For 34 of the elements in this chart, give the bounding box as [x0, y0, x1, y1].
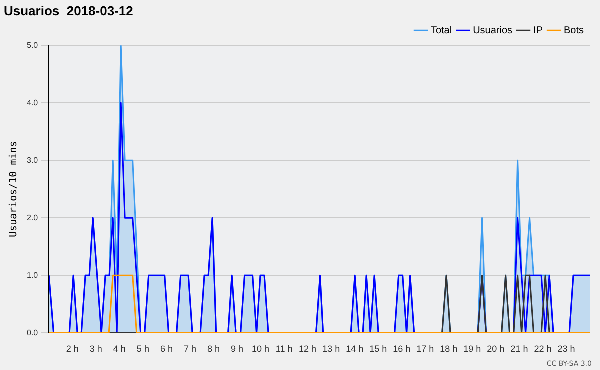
x-tick-label: 21 h — [510, 344, 528, 354]
x-tick-label: 7 h — [184, 344, 196, 354]
x-tick-label: 4 h — [113, 344, 126, 354]
legend-label: IP — [534, 25, 544, 36]
y-tick-label: 4.0 — [26, 98, 39, 108]
legend-label: Bots — [564, 25, 584, 36]
y-tick-label: 2.0 — [26, 213, 39, 222]
x-tick-label: 23 h — [558, 344, 576, 354]
x-tick-label: 18 h — [440, 344, 458, 354]
x-tick-label: 10 h — [252, 344, 270, 354]
x-tick-label: 8 h — [207, 344, 220, 354]
x-tick-label: 15 h — [370, 344, 388, 354]
x-tick-label: 6 h — [160, 344, 173, 354]
x-tick-label: 16 h — [393, 344, 411, 354]
x-tick-label: 12 h — [299, 344, 317, 354]
y-tick-label: 5.0 — [26, 40, 39, 50]
y-tick-label: 0.0 — [26, 328, 39, 338]
x-tick-label: 11 h — [276, 344, 293, 354]
legend-label: Usuarios — [473, 25, 513, 36]
x-tick-label: 2 h — [66, 344, 79, 354]
y-axis-title: Usuarios/10 mins — [8, 141, 20, 238]
x-tick-label: 17 h — [416, 344, 434, 354]
chart-title: Usuarios 2018-03-12 — [4, 3, 134, 18]
x-tick-label: 5 h — [136, 344, 150, 354]
x-tick-label: 20 h — [487, 344, 505, 354]
x-tick-label: 14 h — [346, 344, 364, 354]
x-tick-label: 22 h — [534, 344, 552, 354]
y-tick-label: 3.0 — [26, 156, 39, 165]
x-tick-label: 13 h — [322, 344, 340, 354]
x-tick-label: 9 h — [230, 344, 244, 354]
y-tick-label: 1.0 — [26, 270, 39, 280]
x-tick-label: 3 h — [90, 344, 102, 354]
x-tick-label: 19 h — [464, 344, 482, 354]
legend-label: Total — [430, 25, 452, 36]
